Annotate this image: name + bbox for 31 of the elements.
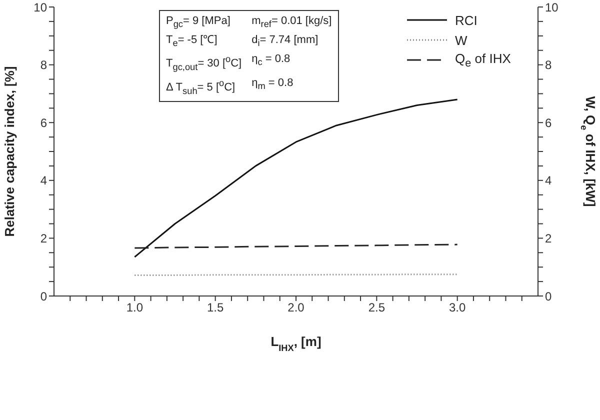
y-axis-title: Relative capacity index, [%] [2,66,17,237]
legend-label: W [455,32,468,48]
x-axis-title: L$_{IHX}$, [m] [270,334,322,353]
y-tick-label: 10 [34,0,48,14]
x-tick-label: 3.0 [448,300,466,315]
annotation: d$_{i}$= 7.74 [mm] [252,33,320,50]
annotation: T$_{gc,out}$= 30 [$^{o}$C] [166,53,242,74]
annotation: η$_{c}$ = 0.8 [252,52,292,70]
annotation: η$_{m}$ = 0.8 [252,76,294,94]
line-series [134,98,458,258]
y2-tick-label: 4 [545,174,552,188]
x-tick-label: 1.0 [126,300,144,315]
x-tick-label: 2.5 [368,300,386,315]
annotation: m$_{ref}$= 0.01 [kg/s] [252,14,332,32]
legend-label: Q$_{e}$ of IHX [455,50,511,70]
x-tick-label: 1.5 [206,300,224,315]
y-tick-label: 2 [40,231,48,246]
y2-tick-label: 8 [545,58,552,72]
y-tick-label: 4 [40,174,48,188]
legend-label: RCI [455,12,478,28]
y-tick-label: 0 [40,289,48,304]
y-tick-label: 8 [40,58,48,72]
annotation: P$_{gc}$= 9 [MPa] [166,14,232,32]
y2-tick-label: 2 [545,231,552,246]
y2-tick-label: 10 [545,0,559,14]
annotation: T$_{e}$= -5 [℃] [166,33,218,50]
y2-tick-label: 0 [545,289,552,304]
y-tick-label: 6 [40,116,48,130]
x-tick-label: 2.0 [288,300,305,315]
annotation: Δ T$_{suh}$= 5 [$^{o}$C] [166,77,236,98]
y2-tick-label: 6 [545,116,552,130]
